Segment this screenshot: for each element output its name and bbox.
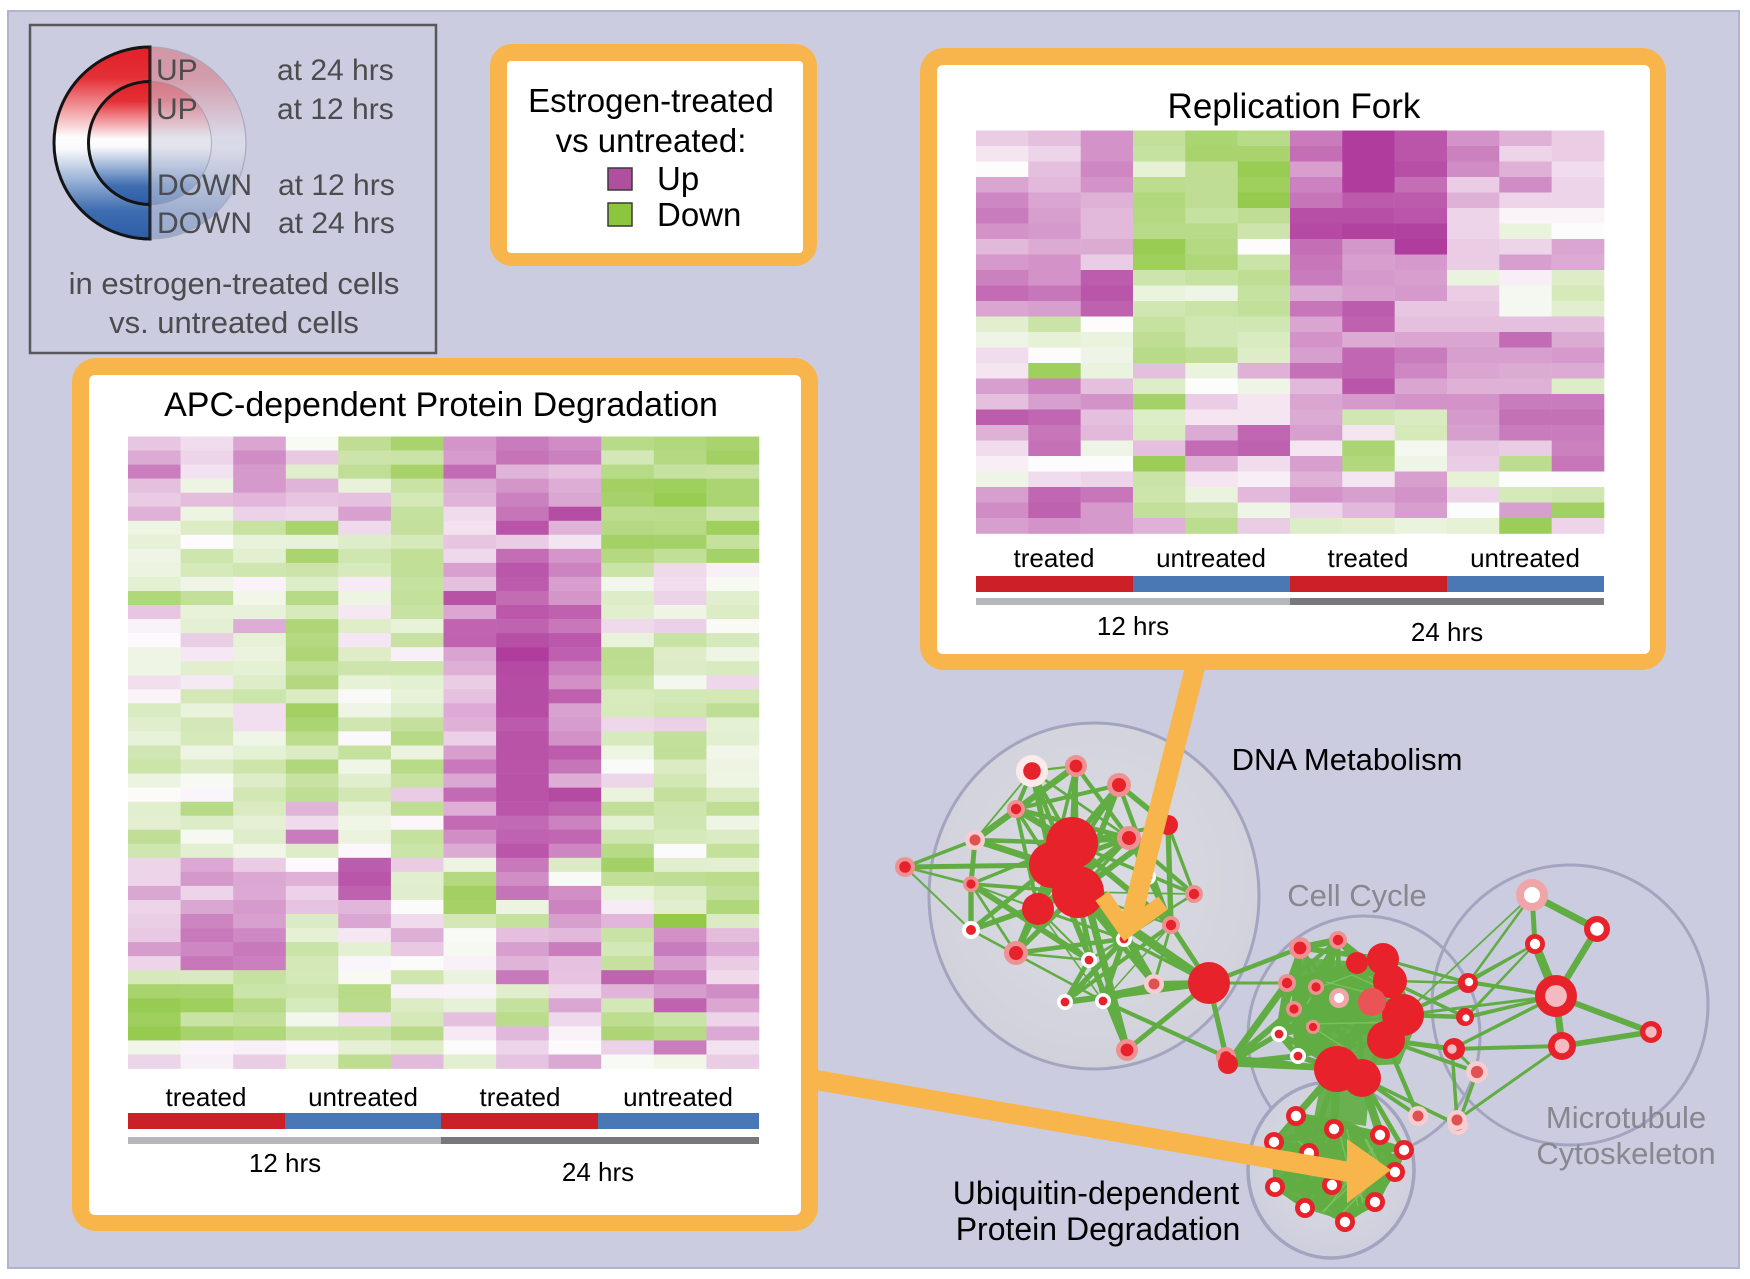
svg-text:untreated: untreated xyxy=(623,1082,733,1112)
svg-text:at 12 hrs: at 12 hrs xyxy=(277,93,394,126)
svg-text:DOWN: DOWN xyxy=(157,207,252,240)
svg-text:untreated: untreated xyxy=(1156,543,1266,573)
svg-text:Microtubule: Microtubule xyxy=(1546,1100,1706,1135)
svg-text:Cytoskeleton: Cytoskeleton xyxy=(1536,1136,1715,1171)
svg-text:Up: Up xyxy=(657,160,699,197)
svg-text:untreated: untreated xyxy=(308,1082,418,1112)
svg-text:DOWN: DOWN xyxy=(157,169,252,202)
svg-text:UP: UP xyxy=(156,93,198,126)
svg-text:vs. untreated cells: vs. untreated cells xyxy=(109,305,359,340)
svg-text:Cell Cycle: Cell Cycle xyxy=(1287,878,1427,913)
svg-text:12 hrs: 12 hrs xyxy=(249,1148,321,1178)
svg-text:at 24 hrs: at 24 hrs xyxy=(277,54,394,87)
svg-text:Protein Degradation: Protein Degradation xyxy=(956,1211,1241,1247)
svg-text:24 hrs: 24 hrs xyxy=(1411,617,1483,647)
svg-text:Replication Fork: Replication Fork xyxy=(1168,87,1421,126)
svg-text:24 hrs: 24 hrs xyxy=(562,1157,634,1187)
svg-text:treated: treated xyxy=(166,1082,247,1112)
svg-text:APC-dependent Protein Degradat: APC-dependent Protein Degradation xyxy=(164,386,718,424)
svg-text:Down: Down xyxy=(657,196,741,233)
svg-text:at 12 hrs: at 12 hrs xyxy=(278,169,395,202)
svg-text:DNA Metabolism: DNA Metabolism xyxy=(1232,742,1463,777)
svg-text:untreated: untreated xyxy=(1470,543,1580,573)
svg-text:Ubiquitin-dependent: Ubiquitin-dependent xyxy=(953,1175,1240,1211)
svg-text:treated: treated xyxy=(1328,543,1409,573)
svg-text:in estrogen-treated cells: in estrogen-treated cells xyxy=(69,266,400,301)
svg-text:at 24 hrs: at 24 hrs xyxy=(278,207,395,240)
svg-text:treated: treated xyxy=(1014,543,1095,573)
svg-text:treated: treated xyxy=(480,1082,561,1112)
svg-text:Estrogen-treated: Estrogen-treated xyxy=(528,82,774,119)
svg-text:vs untreated:: vs untreated: xyxy=(556,122,747,159)
svg-text:UP: UP xyxy=(156,54,198,87)
svg-text:12 hrs: 12 hrs xyxy=(1097,611,1169,641)
